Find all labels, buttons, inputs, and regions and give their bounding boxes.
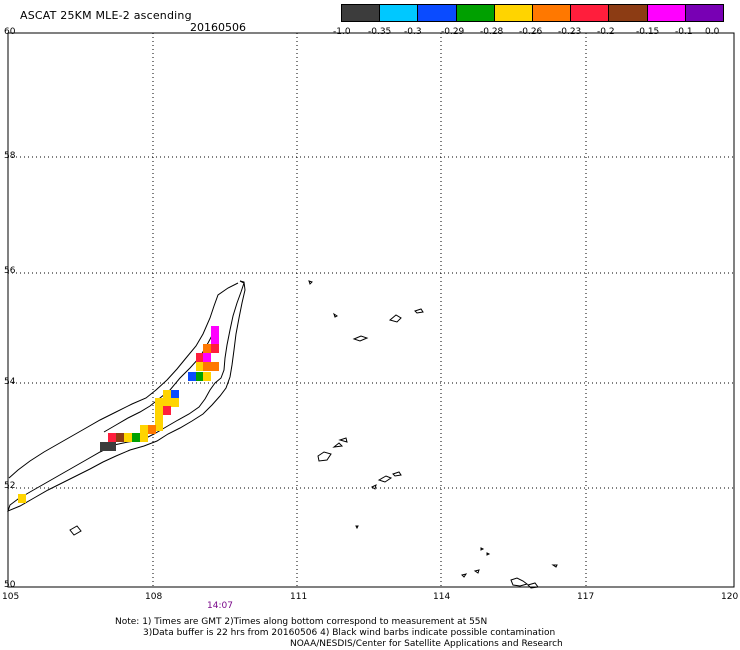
data-pixel bbox=[18, 494, 26, 503]
data-pixel bbox=[196, 353, 204, 362]
lon-label-105: 105 bbox=[2, 592, 20, 602]
legend-swatch-5 bbox=[533, 5, 572, 21]
data-pixel bbox=[211, 326, 219, 335]
legend-swatch-1 bbox=[380, 5, 419, 21]
island-13 bbox=[355, 525, 359, 530]
island-16 bbox=[473, 569, 480, 574]
lat-label-60: 60 bbox=[4, 27, 16, 37]
island-10 bbox=[392, 471, 402, 477]
data-pixel bbox=[163, 406, 171, 415]
lat-label-58: 58 bbox=[4, 151, 16, 161]
island-15 bbox=[486, 552, 491, 556]
legend-label-3: -0.29 bbox=[441, 27, 465, 37]
map-frame bbox=[7, 32, 735, 588]
legend-swatch-4 bbox=[494, 5, 534, 21]
data-pixel bbox=[132, 433, 140, 442]
legend-swatch-6 bbox=[571, 5, 610, 21]
lon-label-114: 114 bbox=[433, 592, 451, 602]
data-pixel bbox=[148, 425, 156, 434]
data-pixel bbox=[108, 442, 116, 451]
island-4 bbox=[414, 308, 424, 314]
color-legend bbox=[341, 4, 724, 22]
legend-swatch-3 bbox=[456, 5, 495, 21]
island-7 bbox=[332, 442, 344, 448]
island-3 bbox=[388, 314, 402, 323]
data-pixel bbox=[163, 398, 171, 407]
data-pixel bbox=[124, 433, 132, 442]
island-17 bbox=[461, 573, 468, 578]
data-pixel bbox=[155, 406, 163, 415]
graticule-grid bbox=[8, 33, 734, 587]
island-12 bbox=[69, 525, 82, 536]
wind-data-pixels bbox=[18, 326, 219, 503]
data-pixel bbox=[155, 398, 163, 407]
legend-label-2: -0.3 bbox=[404, 27, 422, 37]
note-line-3: NOAA/NESDIS/Center for Satellite Applica… bbox=[290, 639, 563, 649]
legend-swatch-0 bbox=[342, 5, 381, 21]
legend-label-10: 0.0 bbox=[705, 27, 720, 37]
lon-label-117: 117 bbox=[577, 592, 595, 602]
data-pixel bbox=[100, 442, 108, 451]
data-pixel bbox=[211, 362, 219, 371]
data-pixel bbox=[203, 353, 211, 362]
lat-label-54: 54 bbox=[4, 377, 16, 387]
data-pixel bbox=[203, 372, 211, 381]
pass-time-label: 14:07 bbox=[207, 601, 233, 611]
data-pixel bbox=[155, 414, 163, 423]
lat-label-56: 56 bbox=[4, 266, 16, 276]
island-18 bbox=[510, 577, 529, 587]
lon-label-111: 111 bbox=[290, 592, 308, 602]
legend-swatch-2 bbox=[418, 5, 457, 21]
legend-label-8: -0.15 bbox=[636, 27, 660, 37]
lat-label-50: 50 bbox=[4, 580, 16, 590]
data-pixel bbox=[163, 390, 171, 399]
data-pixel bbox=[203, 362, 211, 371]
legend-label-4: -0.28 bbox=[480, 27, 504, 37]
lake-baikal-inner bbox=[8, 282, 239, 479]
island-14 bbox=[480, 547, 485, 551]
lon-label-120: 120 bbox=[721, 592, 739, 602]
island-2 bbox=[333, 312, 338, 318]
data-pixel bbox=[196, 362, 204, 371]
island-5 bbox=[352, 335, 369, 342]
legend-label-0: -1.0 bbox=[333, 27, 351, 37]
island-6 bbox=[317, 451, 332, 462]
note-line-2: 3)Data buffer is 22 hrs from 20160506 4)… bbox=[143, 628, 556, 638]
lat-label-52: 52 bbox=[4, 481, 16, 491]
product-title: ASCAT 25KM MLE-2 ascending bbox=[20, 9, 192, 22]
lake-baikal-outline bbox=[7, 280, 246, 512]
data-pixel bbox=[171, 398, 179, 407]
legend-swatch-9 bbox=[685, 5, 724, 21]
data-pixel bbox=[108, 433, 116, 442]
note-line-1: Note: 1) Times are GMT 2)Times along bot… bbox=[115, 617, 488, 627]
legend-label-7: -0.2 bbox=[597, 27, 615, 37]
data-pixel bbox=[203, 344, 211, 353]
data-pixel bbox=[155, 422, 163, 431]
lon-label-108: 108 bbox=[145, 592, 163, 602]
data-pixel bbox=[188, 372, 196, 381]
legend-swatch-8 bbox=[647, 5, 686, 21]
data-pixel bbox=[211, 335, 219, 344]
data-pixel bbox=[116, 433, 124, 442]
data-pixel bbox=[196, 372, 204, 381]
legend-label-5: -0.26 bbox=[519, 27, 543, 37]
data-pixel bbox=[140, 425, 148, 434]
legend-swatch-7 bbox=[609, 5, 648, 21]
legend-label-1: -0.35 bbox=[368, 27, 392, 37]
island-9 bbox=[377, 475, 393, 483]
island-8 bbox=[338, 437, 348, 443]
island-1 bbox=[308, 280, 313, 285]
island-20 bbox=[551, 564, 558, 568]
coastline bbox=[7, 280, 558, 589]
legend-label-6: -0.23 bbox=[558, 27, 582, 37]
island-11 bbox=[371, 484, 377, 490]
legend-label-9: -0.1 bbox=[675, 27, 693, 37]
data-pixel bbox=[211, 344, 219, 353]
product-date: 20160506 bbox=[190, 21, 246, 34]
data-pixel bbox=[171, 390, 179, 399]
data-pixel bbox=[140, 433, 148, 442]
